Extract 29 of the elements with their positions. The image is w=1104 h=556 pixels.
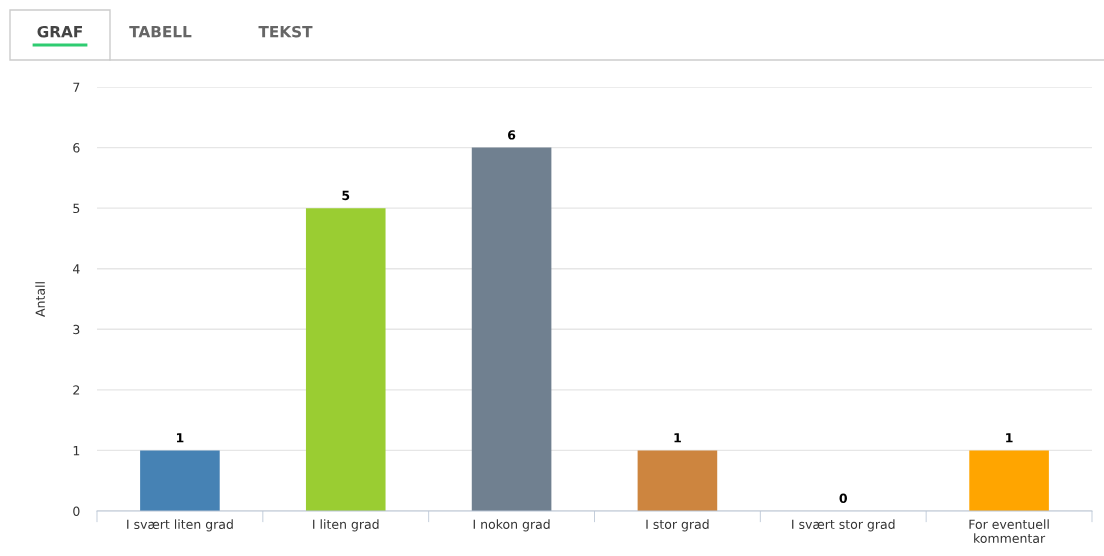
data-label: 6 (508, 130, 516, 140)
text: TABELL (129, 26, 192, 38)
y-tick-label: 0 (73, 506, 80, 516)
y-axis-title: Antall (35, 282, 45, 317)
y-tick-label: 4 (72, 264, 80, 274)
bar (471, 147, 552, 511)
bar (140, 450, 220, 511)
text: TEKST (258, 25, 313, 38)
data-label: 1 (674, 433, 681, 443)
x-tick-label: I stor grad (646, 519, 709, 532)
x-tick-label: I liten grad (313, 519, 379, 532)
y-tick-label: 3 (73, 324, 80, 335)
y-tick-label: 1 (73, 446, 80, 456)
bar (637, 450, 718, 511)
bar (969, 450, 1049, 511)
y-tick-label: 5 (73, 203, 80, 214)
data-label: 1 (1006, 433, 1013, 443)
x-tick-label: I svært liten grad (127, 519, 233, 532)
text: GRAF (37, 25, 82, 38)
x-tick-label: I svært stor grad (792, 519, 895, 532)
x-tick-label: I nokon grad (473, 519, 550, 532)
bar (305, 208, 386, 511)
y-tick-label: 6 (73, 143, 80, 153)
y-tick-label: 7 (73, 82, 80, 92)
data-label: 0 (839, 493, 847, 504)
data-label: 5 (342, 190, 350, 201)
y-tick-label: 2 (73, 385, 80, 395)
x-tick-label: For eventuell kommentar (969, 519, 1049, 544)
data-label: 1 (176, 433, 184, 443)
